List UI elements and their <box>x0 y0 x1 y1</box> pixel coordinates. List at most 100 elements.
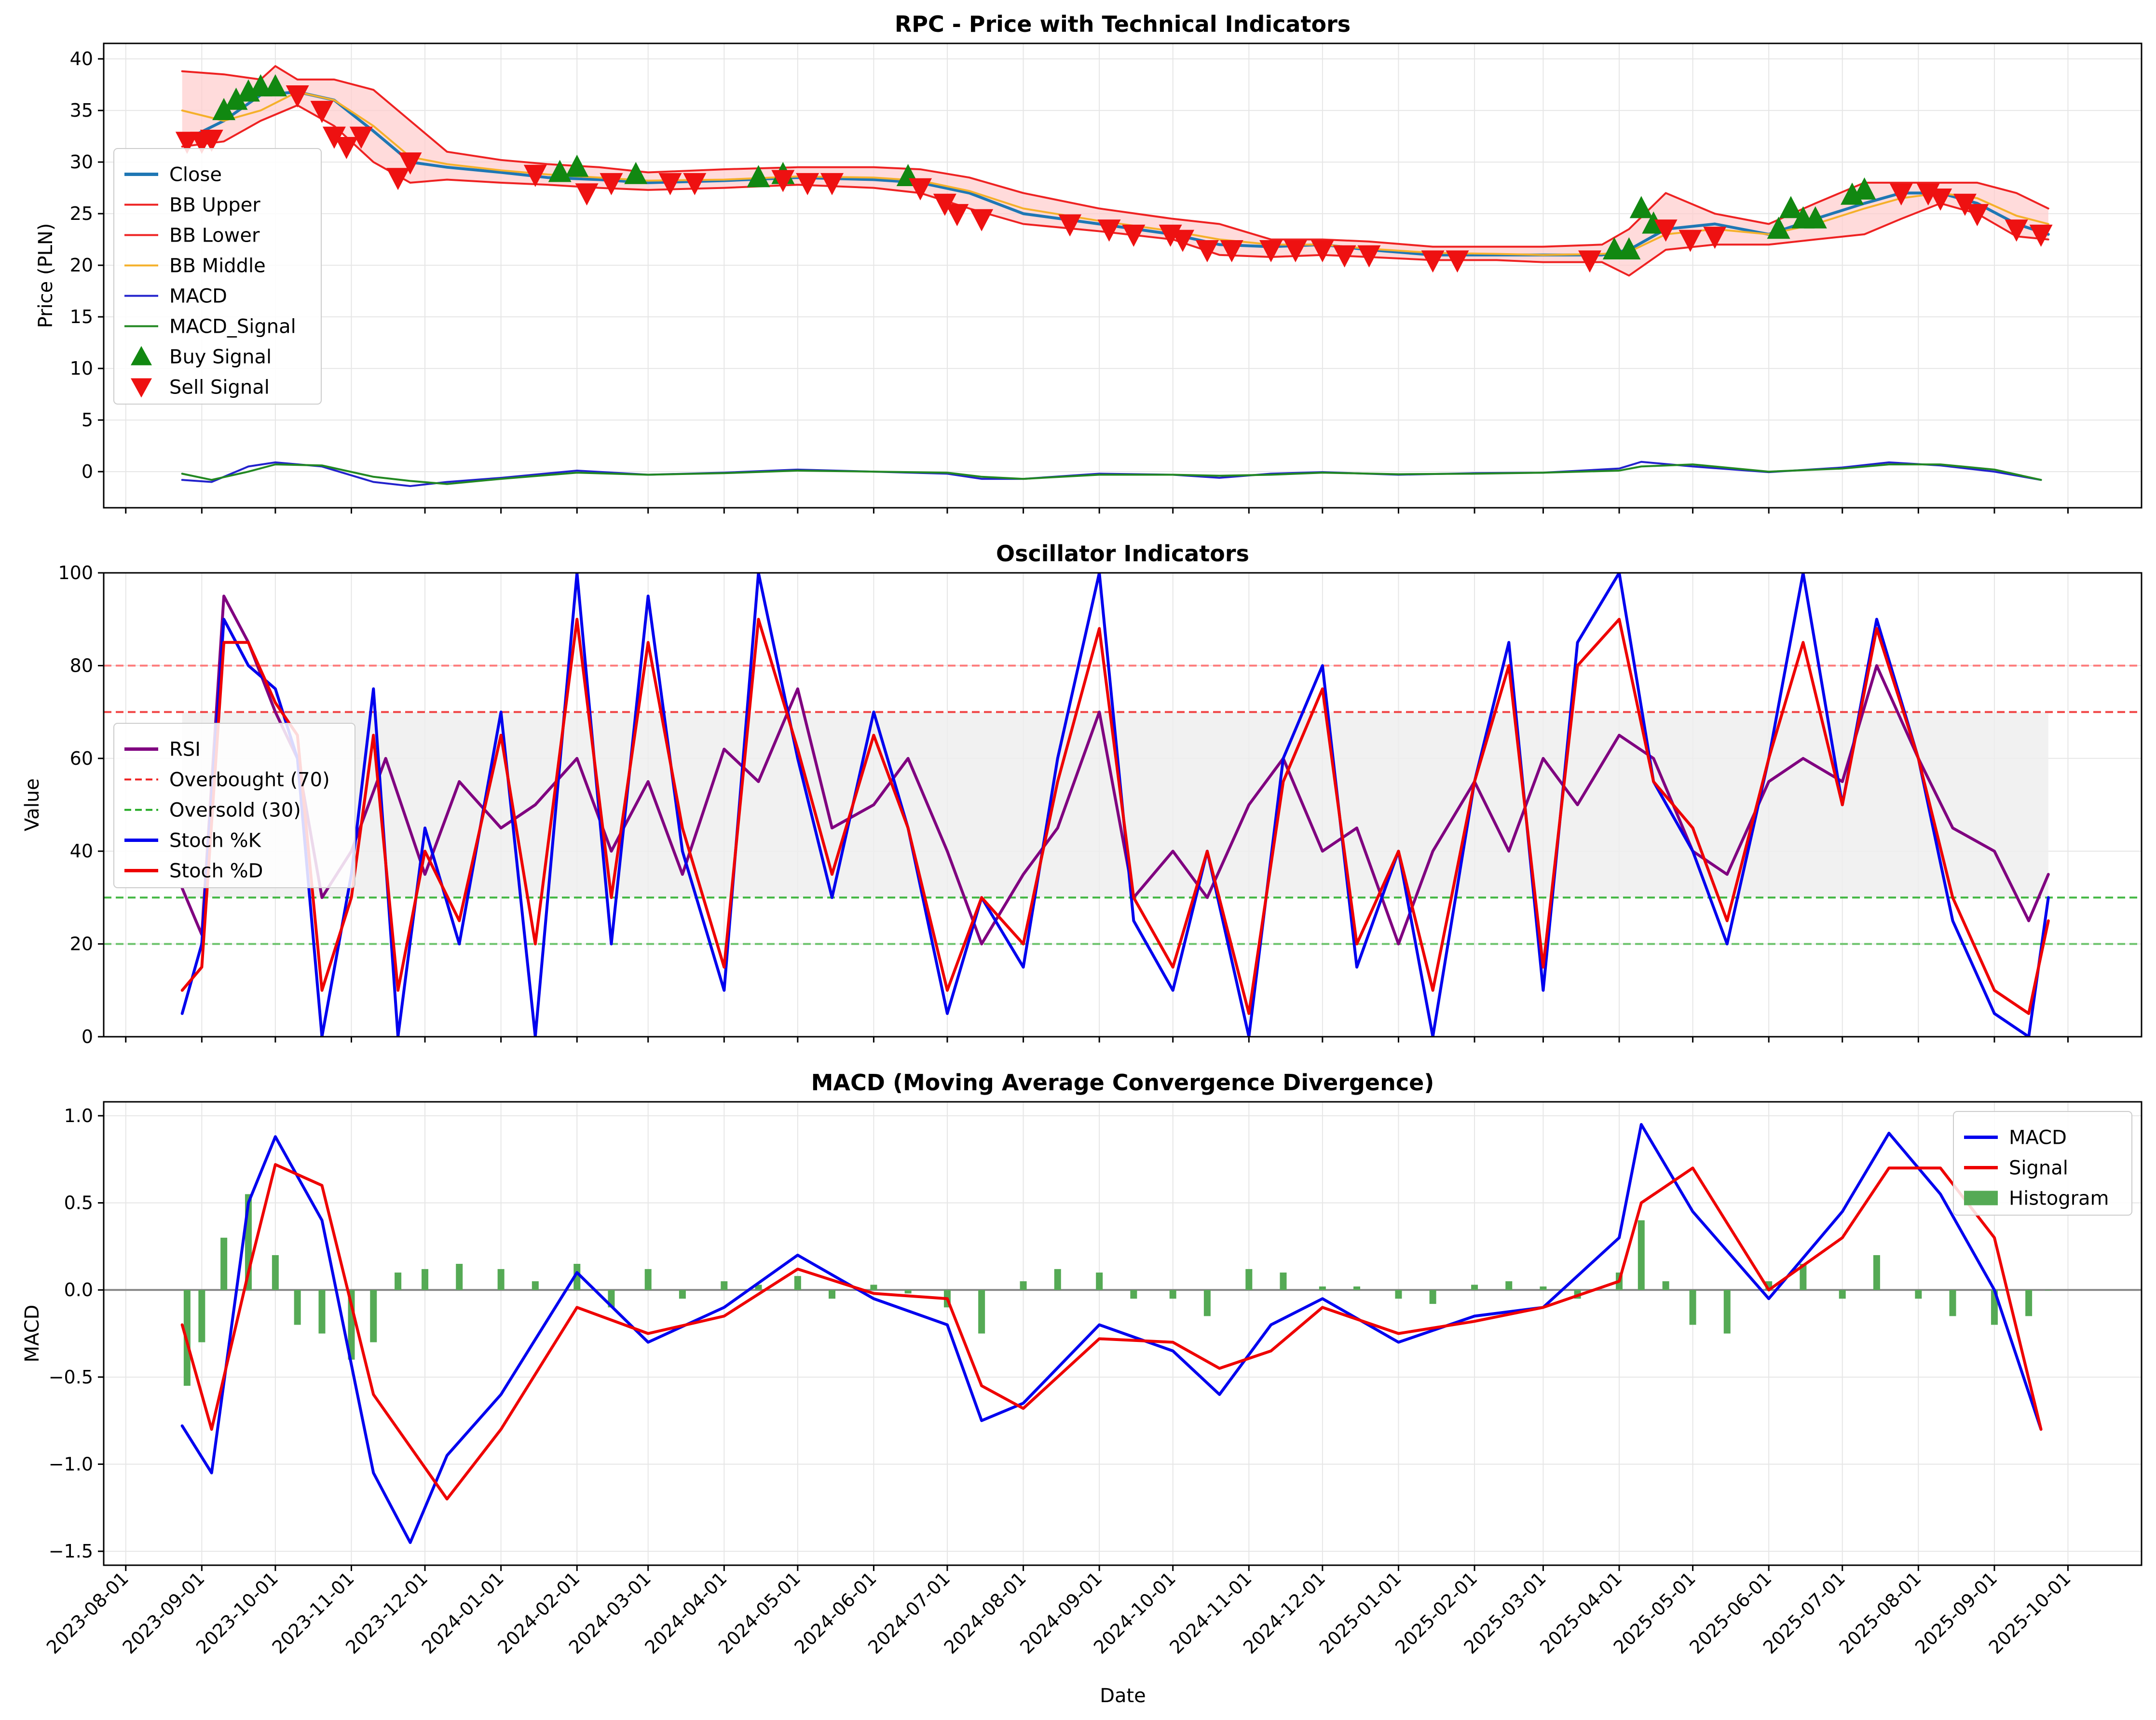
series-line-macd <box>180 1123 2043 1544</box>
sell-signal-marker <box>933 193 956 216</box>
histogram-bar <box>370 1290 377 1342</box>
buy-signal-marker <box>249 74 273 96</box>
histogram-bar <box>679 1290 686 1299</box>
buy-signal-marker <box>1767 217 1790 239</box>
plot-area <box>104 43 2142 508</box>
histogram-bar <box>1020 1281 1027 1290</box>
histogram-bars <box>183 1194 2052 1386</box>
sell-signal-marker <box>683 173 707 195</box>
histogram-bar <box>1203 1290 1211 1316</box>
histogram-bar <box>1689 1290 1696 1325</box>
x-axis-label: Date <box>1100 1685 1146 1707</box>
sell-signal-marker <box>1097 219 1121 242</box>
sell-signals <box>175 85 2053 273</box>
sell-signal-marker <box>2029 224 2053 247</box>
histogram-bar <box>2025 1290 2033 1316</box>
legend-label: BB Lower <box>169 225 260 247</box>
histogram-bar <box>1915 1290 1922 1299</box>
histogram-bar <box>644 1269 652 1290</box>
y-tick-label: 40 <box>70 840 93 862</box>
panel-1: 0 5 10 15 20 25 30 35 40 RPC - Price with Technic… <box>35 11 2142 514</box>
legend-label: Stoch %D <box>169 860 263 882</box>
histogram-bar <box>1169 1290 1176 1299</box>
legend-item: Histogram <box>1964 1188 2109 1210</box>
plot-content <box>104 573 2142 1037</box>
y-tick-label: 30 <box>70 151 93 173</box>
legend-item: MACD <box>1964 1127 2067 1149</box>
buy-signal-marker <box>548 160 572 182</box>
sell-signal-marker <box>175 132 199 154</box>
y-ticks: 0 20 40 60 80 100 <box>58 562 104 1047</box>
histogram-bar <box>1395 1290 1402 1299</box>
buy-signal-marker <box>624 162 648 184</box>
sell-signal-marker <box>820 173 844 195</box>
sell-signal-marker <box>322 126 346 149</box>
legend-label: Oversold (30) <box>169 799 301 822</box>
buy-signal-marker <box>1853 177 1876 200</box>
buy-signal-marker <box>263 74 287 96</box>
y-tick-label: 25 <box>70 203 93 224</box>
sell-signal-marker <box>335 137 358 159</box>
legend-label: RSI <box>169 739 201 761</box>
y-tick-label: 5 <box>82 409 93 431</box>
legend-label: Overbought (70) <box>169 769 330 791</box>
y-tick-label: 0.0 <box>64 1279 93 1300</box>
histogram-bar <box>978 1290 985 1334</box>
panel-title: Oscillator Indicators <box>996 541 1249 567</box>
panel-3: −1.5 −1.0 −0.5 0.0 0.5 1.0 MACD (Moving Averag… <box>21 1070 2142 1571</box>
histogram-bar <box>755 1285 762 1290</box>
sell-signal-marker <box>310 101 334 123</box>
sell-signal-marker <box>945 204 969 227</box>
legend-label: Sell Signal <box>169 377 270 399</box>
legend-item: Signal <box>1964 1157 2068 1179</box>
panel-2: 0 20 40 60 80 100 Oscillator Indicators Value RS… <box>21 541 2142 1047</box>
y-tick-label: −1.0 <box>49 1453 93 1475</box>
sell-signal-marker <box>970 209 994 231</box>
histogram-bar <box>272 1255 279 1290</box>
histogram-bar <box>318 1290 326 1334</box>
legend-swatch <box>131 346 152 366</box>
legend-label: Stoch %K <box>169 830 262 852</box>
legend-label: BB Middle <box>169 255 266 277</box>
sell-signal-marker <box>200 130 223 152</box>
sell-signal-marker <box>1357 245 1381 268</box>
histogram-bar <box>532 1281 539 1290</box>
sell-signal-marker <box>1965 204 1989 227</box>
y-axis-label: Value <box>21 778 43 831</box>
legend-item: Buy Signal <box>131 346 272 368</box>
histogram-bar <box>422 1269 429 1290</box>
histogram-bar <box>220 1237 228 1290</box>
panel-title: MACD (Moving Average Convergence Diverge… <box>811 1070 1434 1096</box>
legend-swatch <box>131 378 152 398</box>
grid <box>104 43 2142 508</box>
sell-signal-marker <box>909 178 932 201</box>
y-tick-label: 0 <box>82 461 93 482</box>
legend-label: Histogram <box>2009 1188 2109 1210</box>
legend-item: MACD <box>124 285 227 308</box>
legend-item: RSI <box>124 739 201 761</box>
legend-box <box>1953 1111 2132 1216</box>
series-line-stoch-k <box>180 573 2050 1037</box>
buy-signal-marker <box>1602 237 1626 259</box>
x-ticks <box>125 1037 2069 1043</box>
histogram-bar <box>1800 1263 1807 1290</box>
histogram-bar <box>794 1276 801 1290</box>
legend-box <box>113 723 355 888</box>
histogram-bar <box>721 1281 728 1290</box>
buy-signal-marker <box>1779 196 1802 218</box>
legend-item: Oversold (30) <box>124 799 301 822</box>
legend-item: Stoch %D <box>124 860 263 882</box>
histogram-bar <box>1637 1220 1645 1290</box>
y-ticks: 0 5 10 15 20 25 30 35 40 <box>70 48 104 482</box>
legend-label: Close <box>169 164 222 186</box>
y-axis-label: Price (PLN) <box>35 223 57 328</box>
legend-label: MACD <box>169 285 227 308</box>
y-tick-label: −0.5 <box>49 1367 93 1388</box>
y-tick-label: 15 <box>70 306 93 327</box>
sell-signal-marker <box>398 152 422 175</box>
legend-item: Stoch %K <box>124 830 262 852</box>
series-line-rsi <box>180 595 2050 946</box>
histogram-bar <box>1245 1269 1253 1290</box>
sell-signal-marker <box>1283 240 1307 262</box>
